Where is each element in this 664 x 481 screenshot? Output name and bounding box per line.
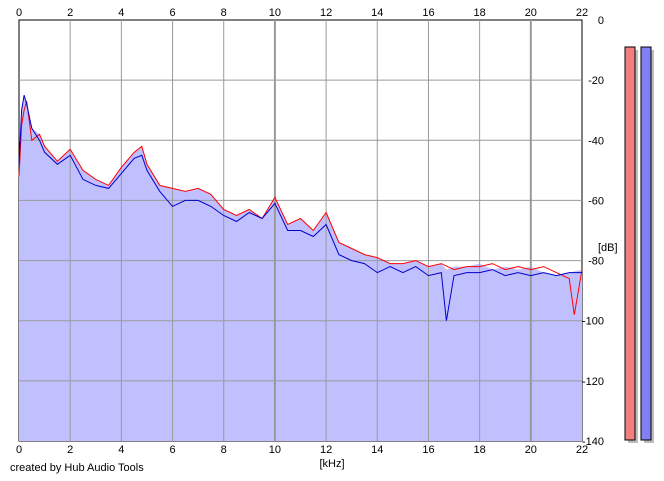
y-axis-label: [dB]: [598, 242, 618, 254]
y-tick-label: -80: [588, 256, 604, 268]
x-tick-label-top: 16: [422, 7, 434, 19]
meter-bar-1: [624, 46, 636, 441]
x-tick-label-top: 6: [169, 7, 175, 19]
y-tick-label: -40: [588, 135, 604, 147]
x-tick-label-bottom: 8: [221, 444, 227, 456]
x-tick-label-top: 20: [525, 7, 537, 19]
x-tick-label-top: 18: [474, 7, 486, 19]
x-tick-label-bottom: 6: [169, 444, 175, 456]
x-tick-label-bottom: 16: [422, 444, 434, 456]
y-tick-label: -20: [588, 75, 604, 87]
x-tick-label-bottom: 12: [320, 444, 332, 456]
y-ticks: 0 -20 -40 -60 -80 -100 -120 -140: [582, 15, 604, 448]
x-tick-label-bottom: 20: [525, 444, 537, 456]
meter-bar-2: [640, 46, 652, 441]
x-tick-label-top: 4: [118, 7, 124, 19]
level-meters: [624, 46, 654, 443]
credit-text: created by Hub Audio Tools: [10, 462, 144, 474]
spectrum-fill: [19, 95, 582, 441]
x-tick-label-top: 14: [371, 7, 383, 19]
y-tick-label: -100: [582, 316, 604, 328]
spectrum-area: [19, 95, 582, 441]
series-line-1: [18, 101, 583, 315]
x-ticks-top: 0 2 4 6 8 10 12 14 16 18 20 22: [16, 7, 588, 19]
x-tick-label-bottom: 4: [118, 444, 124, 456]
x-tick-label-top: 0: [16, 7, 22, 19]
x-ticks-bottom: 0 2 4 6 8 10 12 14 16 18 20 22: [16, 444, 588, 456]
x-tick-label-bottom: 2: [67, 444, 73, 456]
x-tick-label-top: 10: [269, 7, 281, 19]
x-tick-label-bottom: 18: [474, 444, 486, 456]
y-tick-label: -120: [582, 376, 604, 388]
x-tick-label-top: 22: [576, 7, 588, 19]
y-tick-label: -140: [582, 436, 604, 448]
y-tick-label: -60: [588, 195, 604, 207]
x-tick-label-bottom: 0: [16, 444, 22, 456]
y-tick-label: 0: [598, 15, 604, 27]
series-lines: [18, 95, 583, 321]
series-line-2: [18, 95, 582, 321]
x-tick-label-bottom: 22: [576, 444, 588, 456]
x-tick-label-bottom: 14: [371, 444, 383, 456]
x-axis-label: [kHz]: [319, 458, 344, 470]
x-tick-label-bottom: 10: [269, 444, 281, 456]
grid: [19, 20, 582, 441]
x-tick-label-top: 2: [67, 7, 73, 19]
x-tick-label-top: 12: [320, 7, 332, 19]
x-tick-label-top: 8: [221, 7, 227, 19]
